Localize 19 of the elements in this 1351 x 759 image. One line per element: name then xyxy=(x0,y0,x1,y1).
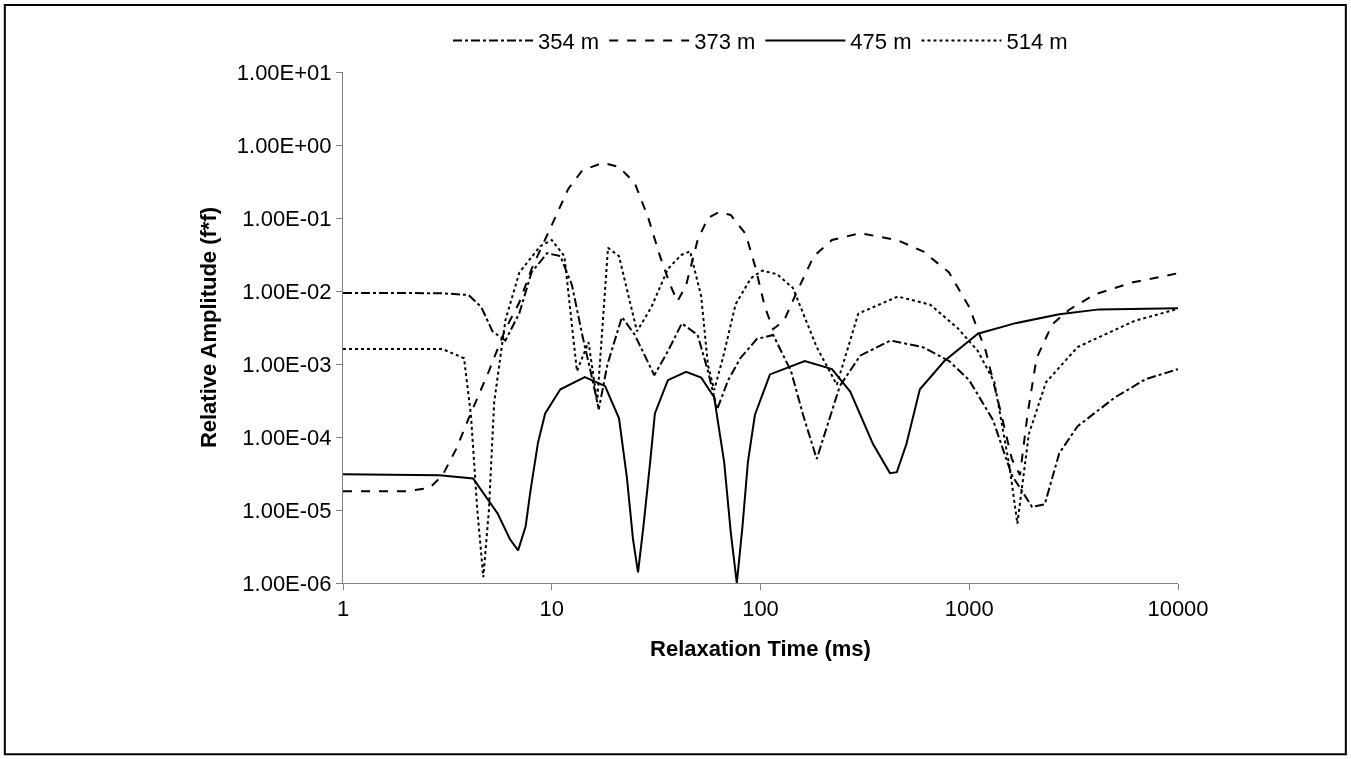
x-tick-label: 1 xyxy=(336,596,350,622)
legend-label: 354 m xyxy=(538,29,600,55)
x-tick-label: 10000 xyxy=(1147,596,1209,622)
y-axis-title: Relative Amplitude (f*f) xyxy=(195,206,221,449)
y-tick-label: 1.00E-01 xyxy=(242,205,332,231)
x-tick-label: 100 xyxy=(742,596,779,622)
legend-label: 514 m xyxy=(1006,29,1068,55)
x-tick-label: 1000 xyxy=(944,596,994,622)
y-tick-label: 1.00E+01 xyxy=(236,59,332,85)
y-tick-label: 1.00E-06 xyxy=(242,570,332,596)
y-tick-label: 1.00E-05 xyxy=(242,497,332,523)
legend-label: 475 m xyxy=(850,29,912,55)
y-tick-label: 1.00E-03 xyxy=(242,351,332,377)
y-tick-label: 1.00E-02 xyxy=(242,278,332,304)
y-tick-label: 1.00E+00 xyxy=(236,132,332,158)
y-tick-label: 1.00E-04 xyxy=(242,424,332,450)
x-tick-label: 10 xyxy=(539,596,564,622)
legend-label: 373 m xyxy=(694,29,756,55)
x-axis-title: Relaxation Time (ms) xyxy=(650,636,871,662)
